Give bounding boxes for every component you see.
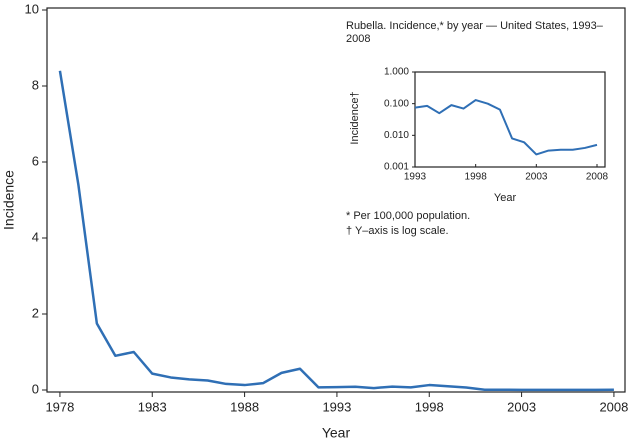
x-tick-label: 2003 xyxy=(507,399,536,414)
y-axis-label: Incidence xyxy=(1,170,17,230)
x-axis-label: Year xyxy=(322,425,351,441)
x-tick-label: 2008 xyxy=(599,399,628,414)
inset-title-box: Rubella. Incidence,* by year — United St… xyxy=(346,20,603,45)
y-tick-label: 6 xyxy=(32,153,39,168)
inset-x-axis-label: Year xyxy=(494,192,517,204)
inset-y-axis-label: Incidence† xyxy=(349,91,361,144)
note: † Y–axis is log scale. xyxy=(346,225,449,237)
x-tick-label: 1983 xyxy=(138,399,167,414)
y-tick-label: 0 xyxy=(32,381,39,396)
y-tick-label: 4 xyxy=(32,229,39,244)
data-line xyxy=(414,99,598,156)
x-tick-label: 1993 xyxy=(404,172,427,183)
x-tick-label: 1988 xyxy=(230,399,259,414)
inset-title: Rubella. Incidence,* by year — United St… xyxy=(346,20,603,45)
x-tick-label: 1993 xyxy=(322,399,351,414)
y-tick-label: 10 xyxy=(25,1,39,16)
data-line xyxy=(58,70,614,392)
y-tick-label: 8 xyxy=(32,77,39,92)
y-tick-label: 1.000 xyxy=(384,67,409,78)
inset-frame xyxy=(414,71,606,168)
y-tick-label: 0.100 xyxy=(384,98,409,109)
y-tick-label: 0.001 xyxy=(384,162,409,173)
y-tick-label: 2 xyxy=(32,305,39,320)
x-tick-label: 1978 xyxy=(45,399,74,414)
x-tick-label: 2008 xyxy=(586,172,609,183)
x-tick-label: 1998 xyxy=(415,399,444,414)
plot-frame xyxy=(46,7,626,393)
note: * Per 100,000 population. xyxy=(346,210,470,222)
y-tick-label: 0.010 xyxy=(384,130,409,141)
x-tick-label: 1998 xyxy=(465,172,488,183)
x-tick-label: 2003 xyxy=(525,172,548,183)
